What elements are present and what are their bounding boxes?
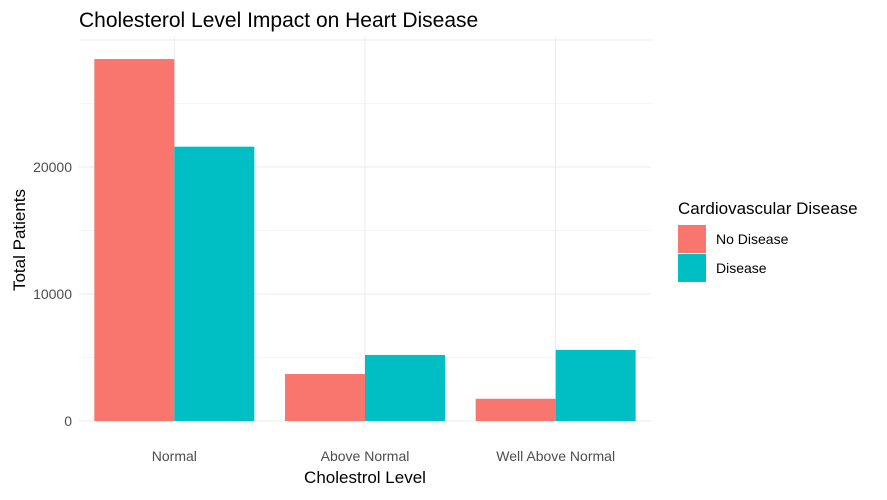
bar: [555, 349, 636, 421]
legend-label: No Disease: [716, 231, 789, 247]
legend-label: Disease: [716, 260, 767, 276]
legend-swatch: [678, 225, 706, 253]
bar: [475, 398, 556, 421]
y-tick-label: 0: [64, 413, 72, 429]
x-tick-label: Well Above Normal: [496, 448, 615, 464]
x-axis-label: Cholestrol Level: [304, 468, 426, 487]
legend: Cardiovascular Disease No Disease Disease: [678, 199, 858, 282]
y-tick-label: 10000: [33, 286, 72, 302]
bar: [174, 146, 255, 421]
bars: [94, 59, 636, 422]
chart-title: Cholesterol Level Impact on Heart Diseas…: [79, 9, 478, 32]
x-tick-label: Normal: [152, 448, 197, 464]
x-tick-label: Above Normal: [321, 448, 410, 464]
bar: [285, 374, 365, 421]
y-axis-label: Total Patients: [10, 189, 29, 291]
legend-swatch: [678, 254, 706, 282]
bar: [365, 354, 445, 421]
legend-title: Cardiovascular Disease: [678, 199, 858, 218]
bar: [94, 59, 175, 422]
axis-ticks: 0 10000 20000 Normal Above Normal Well Above …: [33, 159, 615, 464]
y-tick-label: 20000: [33, 159, 72, 175]
